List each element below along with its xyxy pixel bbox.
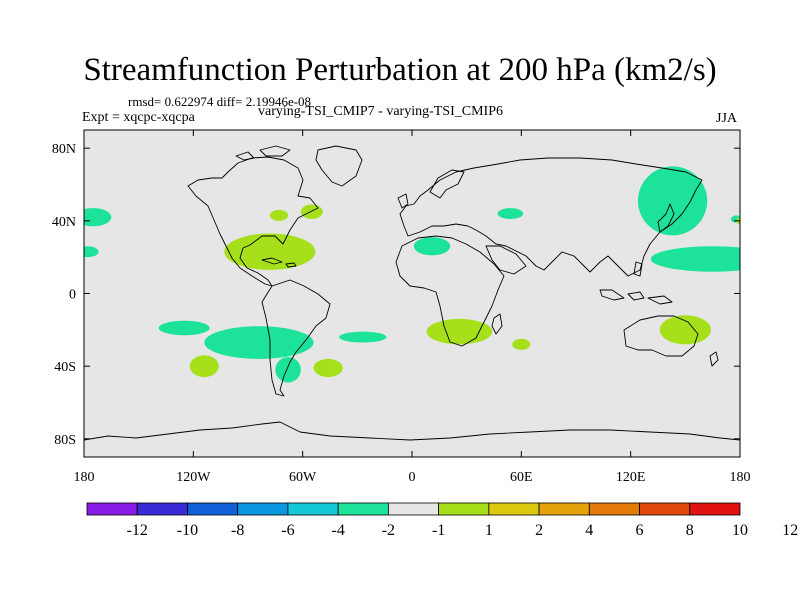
colorbar-label: 8 bbox=[686, 522, 694, 539]
y-tick-label: 0 bbox=[69, 288, 76, 303]
colorbar-swatch-7 bbox=[438, 502, 490, 516]
colorbar-swatch-12 bbox=[689, 502, 741, 516]
x-tick-label: 180 bbox=[74, 470, 95, 485]
colorbar-label: -8 bbox=[231, 522, 244, 539]
colorbar-swatch-0 bbox=[86, 502, 138, 516]
x-tick-label: 120E bbox=[616, 470, 646, 485]
negative-anomaly-region-0 bbox=[84, 208, 112, 227]
colorbar: -12 -10 -8 -6 -4 -2 -1 1 2 4 6 8 10 12 bbox=[86, 502, 798, 539]
map-background bbox=[84, 130, 740, 457]
colorbar-label: 12 bbox=[782, 522, 798, 539]
colorbar-swatch-4 bbox=[287, 502, 339, 516]
colorbar-label: 1 bbox=[485, 522, 493, 539]
x-tick-label: 0 bbox=[409, 470, 416, 485]
negative-anomaly-region-9 bbox=[275, 357, 301, 383]
colorbar-label: -10 bbox=[177, 522, 198, 539]
season-label: JJA bbox=[716, 111, 738, 126]
chart-title: Streamfunction Perturbation at 200 hPa (… bbox=[83, 52, 717, 88]
negative-anomaly-region-10 bbox=[339, 331, 387, 343]
colorbar-swatch-9 bbox=[538, 502, 590, 516]
positive-anomaly-region-14 bbox=[189, 355, 219, 378]
axis-tick-layer: 80N 40N 0 40S 80S 180 120W 60W 0 60E 120E 180 bbox=[52, 130, 751, 485]
positive-anomaly-region-18 bbox=[659, 315, 711, 345]
negative-anomaly-region-6 bbox=[497, 208, 524, 220]
positive-anomaly-region-12 bbox=[300, 204, 323, 220]
colorbar-label: -6 bbox=[281, 522, 294, 539]
negative-anomaly-region-1 bbox=[84, 246, 99, 258]
y-tick-label: 80N bbox=[52, 142, 76, 157]
negative-anomaly-region-2 bbox=[637, 166, 708, 236]
colorbar-swatch-8 bbox=[488, 502, 540, 516]
positive-anomaly-region-16 bbox=[426, 318, 493, 345]
colorbar-swatch-5 bbox=[337, 502, 389, 516]
colorbar-label: 6 bbox=[636, 522, 644, 539]
y-tick-label: 40N bbox=[52, 215, 76, 230]
colorbar-label: 10 bbox=[732, 522, 748, 539]
colorbar-label: 4 bbox=[585, 522, 593, 539]
positive-anomaly-region-15 bbox=[313, 358, 343, 378]
positive-anomaly-region-11 bbox=[224, 233, 316, 270]
colorbar-swatch-2 bbox=[187, 502, 239, 516]
colorbar-swatch-11 bbox=[639, 502, 691, 516]
colorbar-label: -1 bbox=[432, 522, 445, 539]
colorbar-label: 2 bbox=[535, 522, 543, 539]
coastline-layer bbox=[84, 145, 740, 441]
negative-anomaly-region-5 bbox=[413, 237, 451, 256]
positive-anomaly-region-17 bbox=[512, 338, 531, 350]
colorbar-swatch-3 bbox=[237, 502, 289, 516]
comparison-label: varying-TSI_CMIP7 - varying-TSI_CMIP6 bbox=[258, 104, 503, 119]
y-tick-label: 40S bbox=[54, 360, 76, 375]
colorbar-label: -12 bbox=[127, 522, 148, 539]
x-tick-label: 60W bbox=[289, 470, 317, 485]
colorbar-swatch-10 bbox=[588, 502, 640, 516]
x-tick-label: 120W bbox=[176, 470, 211, 485]
colorbar-swatch-1 bbox=[136, 502, 188, 516]
positive-anomaly-region-13 bbox=[269, 209, 289, 221]
y-tick-label: 80S bbox=[54, 433, 76, 448]
negative-anomaly-region-8 bbox=[204, 326, 314, 359]
colorbar-label: -2 bbox=[382, 522, 395, 539]
colorbar-label: -4 bbox=[331, 522, 344, 539]
x-tick-label: 60E bbox=[510, 470, 533, 485]
negative-anomaly-region-7 bbox=[158, 320, 210, 336]
colorbar-swatch-6 bbox=[387, 502, 440, 516]
x-tick-label: 180 bbox=[730, 470, 751, 485]
stats-label: rmsd= 0.622974 diff= 2.19946e-08 bbox=[128, 94, 312, 109]
negative-anomaly-region-3 bbox=[650, 246, 740, 272]
experiment-label: Expt = xqcpc-xqcpa bbox=[82, 110, 195, 125]
